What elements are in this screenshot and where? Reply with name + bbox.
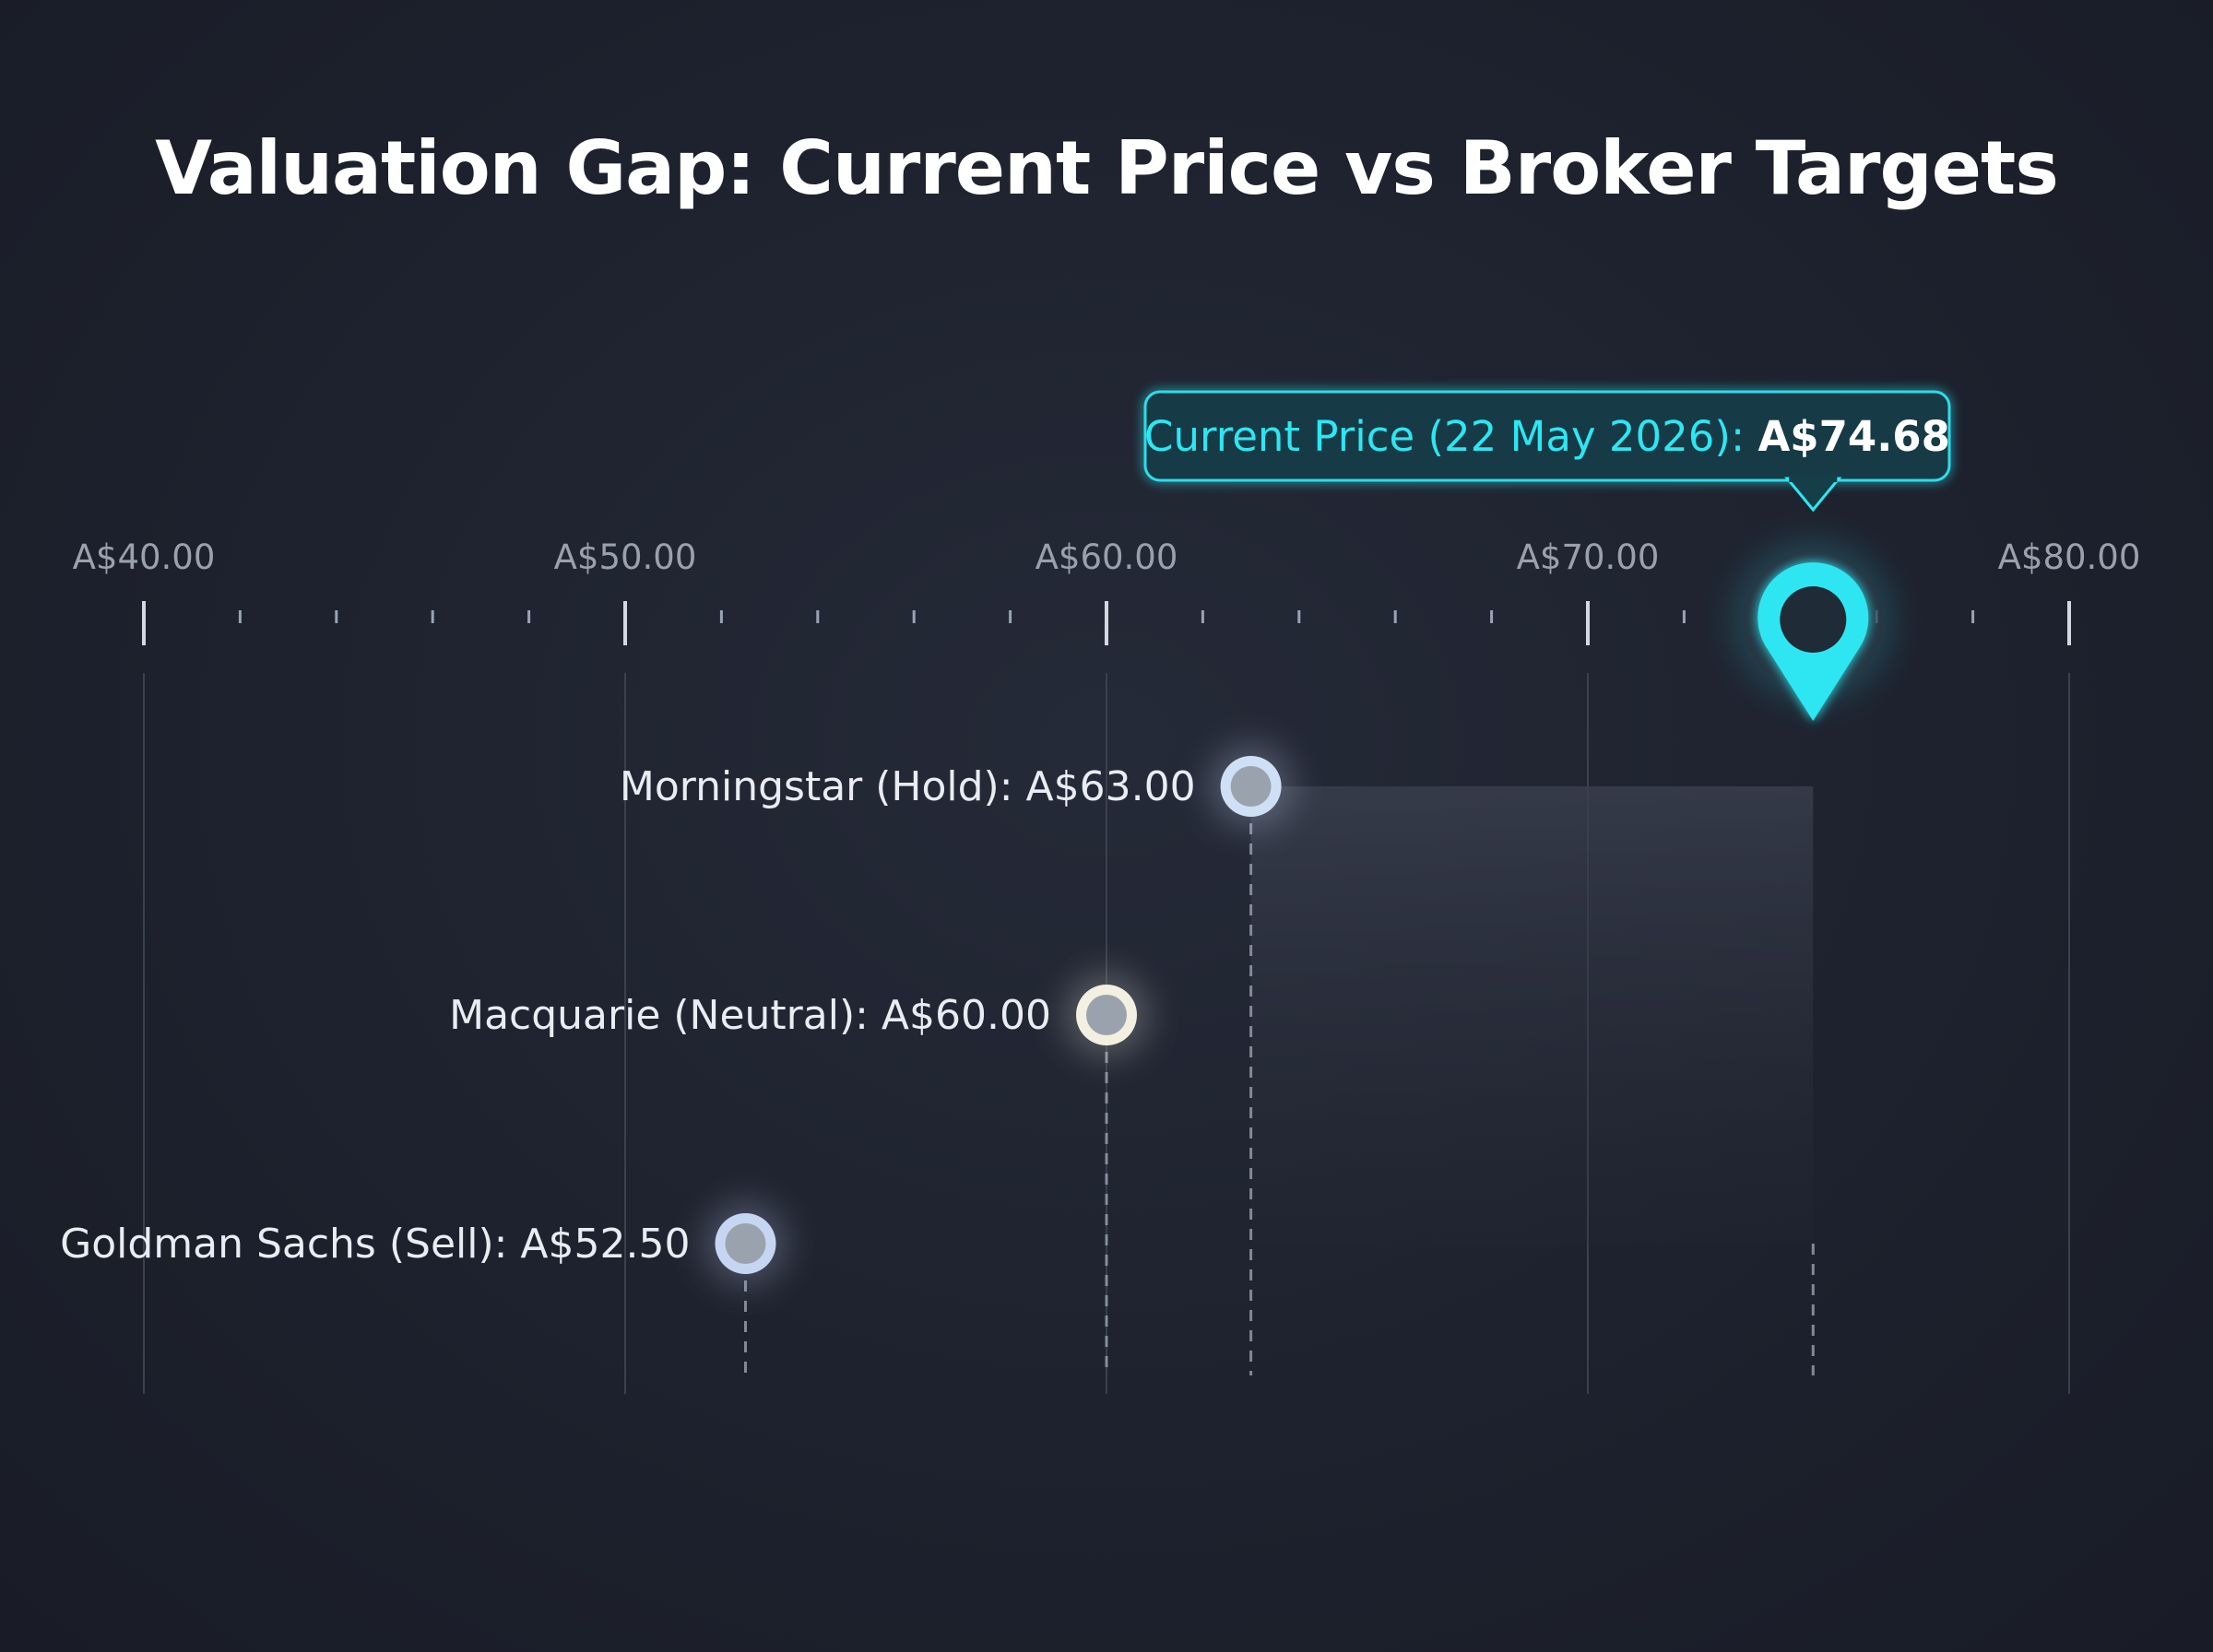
target-label: Goldman Sachs (Sell): A$52.50 (60, 1221, 690, 1268)
tick-label: A$80.00 (1998, 537, 2141, 577)
target-label: Morningstar (Hold): A$63.00 (620, 763, 1196, 810)
current-price-label: Current Price (22 May 2026): A$74.68 (1144, 412, 1950, 461)
target-gap-lines (744, 710, 1816, 1375)
callout-box (1143, 390, 1951, 482)
tick-label: A$70.00 (1517, 537, 1660, 577)
target-marker (1230, 766, 1272, 807)
target-marker (725, 1223, 766, 1264)
current-price-pin (1734, 541, 1893, 721)
target-markers: Morningstar (Hold): A$63.00 Macquarie (Ne… (60, 744, 1294, 1286)
target-marker (1086, 995, 1127, 1035)
pin-hole (1780, 586, 1847, 653)
tick-label: A$40.00 (73, 537, 216, 577)
callout-pointer-mask (1789, 475, 1838, 482)
tick-label: A$50.00 (554, 537, 697, 577)
target-label: Macquarie (Neutral): A$60.00 (449, 992, 1051, 1039)
current-price-label-prefix: Current Price (22 May 2026): (1144, 412, 1757, 461)
current-price-value: A$74.68 (1757, 412, 1949, 461)
current-price-callout: Current Price (22 May 2026): A$74.68 (1143, 390, 1951, 513)
tick-label: A$60.00 (1035, 537, 1178, 577)
callout-pointer (1784, 477, 1842, 513)
chart-title: Valuation Gap: Current Price vs Broker T… (155, 125, 2059, 211)
